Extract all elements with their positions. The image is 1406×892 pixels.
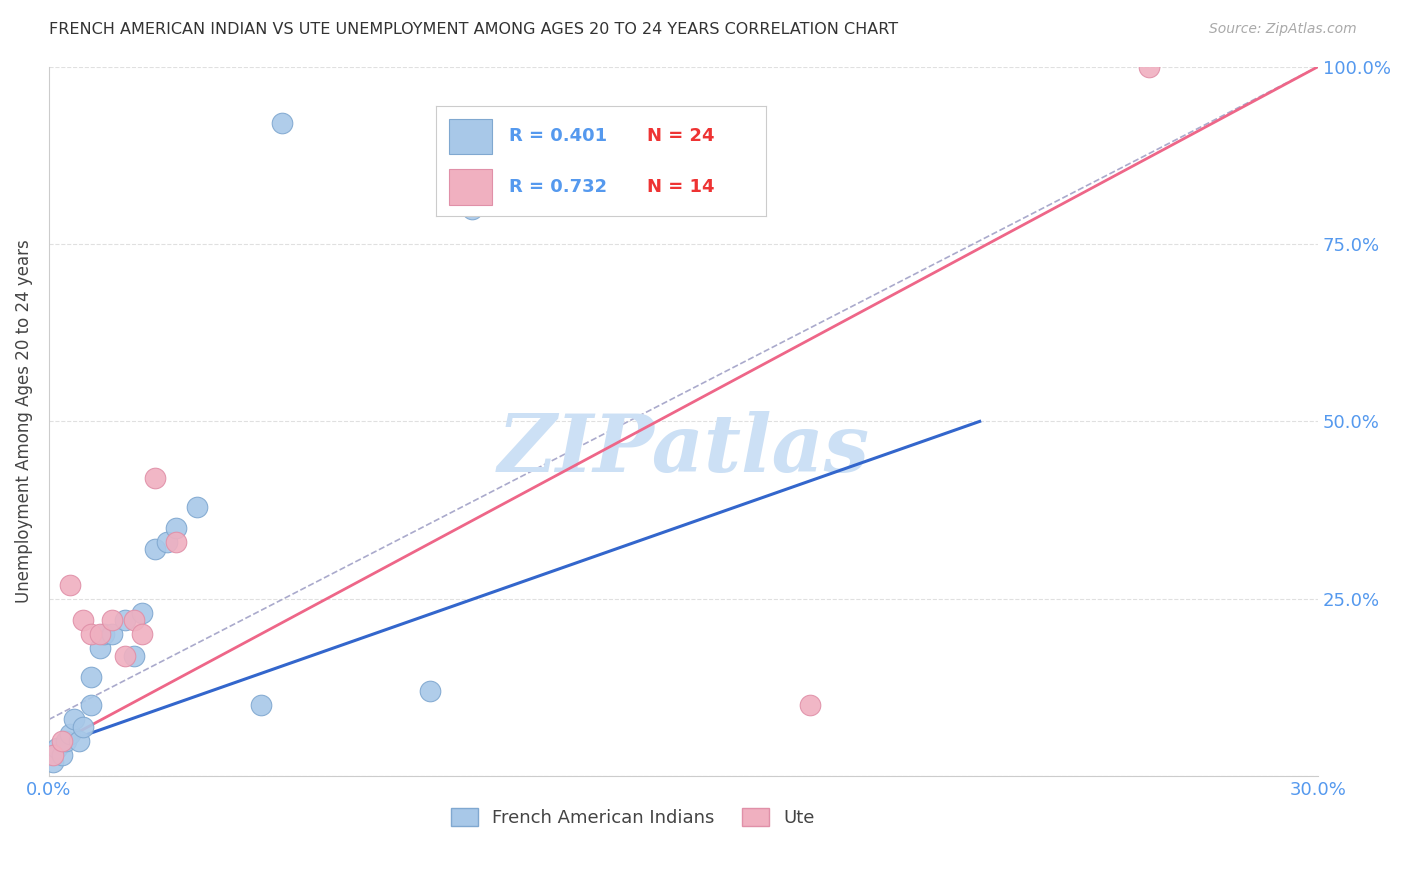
- Point: [165, 535, 187, 549]
- Point: [46, 740, 69, 755]
- Point: [143, 471, 166, 485]
- Point: [114, 648, 136, 663]
- Point: [42, 747, 65, 762]
- Point: [63, 713, 86, 727]
- Point: [59, 726, 82, 740]
- Point: [156, 535, 179, 549]
- Point: [249, 698, 271, 713]
- Point: [51, 747, 73, 762]
- Point: [89, 627, 111, 641]
- Text: FRENCH AMERICAN INDIAN VS UTE UNEMPLOYMENT AMONG AGES 20 TO 24 YEARS CORRELATION: FRENCH AMERICAN INDIAN VS UTE UNEMPLOYME…: [49, 22, 898, 37]
- Point: [122, 613, 145, 627]
- Point: [80, 627, 103, 641]
- Point: [131, 606, 153, 620]
- Point: [270, 116, 292, 130]
- Point: [186, 500, 208, 514]
- Text: ZIPatlas: ZIPatlas: [498, 411, 870, 489]
- Point: [461, 202, 484, 216]
- Point: [59, 577, 82, 591]
- Point: [131, 627, 153, 641]
- Point: [55, 733, 77, 747]
- Point: [165, 521, 187, 535]
- Text: Source: ZipAtlas.com: Source: ZipAtlas.com: [1209, 22, 1357, 37]
- Point: [72, 719, 94, 733]
- Point: [67, 733, 90, 747]
- Point: [114, 613, 136, 627]
- Point: [143, 542, 166, 557]
- Point: [122, 648, 145, 663]
- Point: [80, 698, 103, 713]
- Point: [72, 613, 94, 627]
- Point: [799, 698, 821, 713]
- Point: [80, 670, 103, 684]
- Point: [419, 684, 441, 698]
- Point: [101, 613, 124, 627]
- Legend: French American Indians, Ute: French American Indians, Ute: [444, 801, 823, 835]
- Point: [42, 755, 65, 769]
- Point: [101, 627, 124, 641]
- Point: [51, 733, 73, 747]
- Point: [93, 627, 115, 641]
- Point: [1137, 60, 1160, 74]
- Y-axis label: Unemployment Among Ages 20 to 24 years: Unemployment Among Ages 20 to 24 years: [15, 240, 32, 603]
- Point: [89, 641, 111, 656]
